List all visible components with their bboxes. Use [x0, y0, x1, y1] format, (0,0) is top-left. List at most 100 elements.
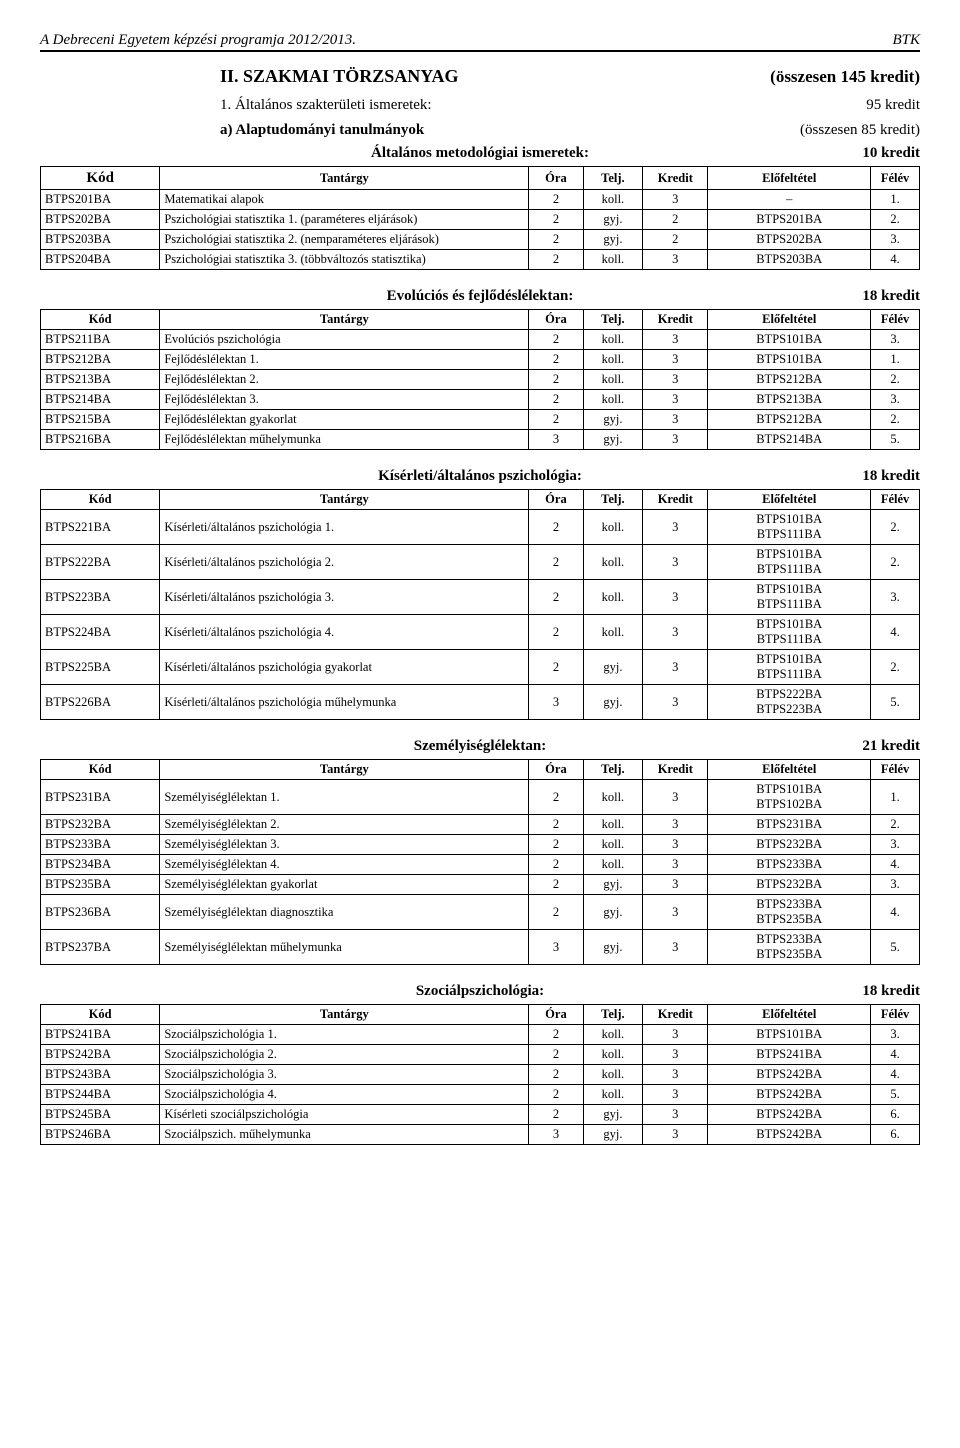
- table-cell: BTPS215BA: [41, 410, 160, 430]
- subsection-2-credit: (összesen 85 kredit): [800, 122, 920, 139]
- table-cell: –: [708, 190, 871, 210]
- table-cell: gyj.: [583, 410, 643, 430]
- table-section-title: Kísérleti/általános pszichológia:18 kred…: [40, 468, 920, 485]
- table-cell: 2: [643, 210, 708, 230]
- subsection-2-text: a) Alaptudományi tanulmányok: [220, 122, 424, 139]
- subsection-1: 1. Általános szakterületi ismeretek: 95 …: [40, 97, 920, 114]
- table-cell: BTPS202BA: [41, 210, 160, 230]
- table-cell: 3: [643, 410, 708, 430]
- course-table: KódTantárgyÓraTelj.KreditElőfeltételFélé…: [40, 759, 920, 965]
- table-cell: BTPS101BA: [708, 1025, 871, 1045]
- table-cell: 2: [529, 895, 583, 930]
- table-section-title-text: Kísérleti/általános pszichológia:: [140, 468, 820, 485]
- table-row: BTPS241BASzociálpszichológia 1.2koll.3BT…: [41, 1025, 920, 1045]
- table-cell: 3: [643, 650, 708, 685]
- column-header: Előfeltétel: [708, 490, 871, 510]
- table-cell: 3: [529, 685, 583, 720]
- table-row: BTPS221BAKísérleti/általános pszichológi…: [41, 510, 920, 545]
- column-header: Telj.: [583, 167, 643, 190]
- table-cell: 3: [529, 430, 583, 450]
- table-cell: BTPS242BA: [708, 1085, 871, 1105]
- table-cell: Fejlődéslélektan műhelymunka: [160, 430, 529, 450]
- column-header: Félév: [871, 310, 920, 330]
- table-row: BTPS237BASzemélyiséglélektan műhelymunka…: [41, 930, 920, 965]
- table-cell: 2: [529, 190, 583, 210]
- table-section-credit: 21 kredit: [820, 738, 920, 755]
- column-header: Félév: [871, 490, 920, 510]
- table-cell: BTPS242BA: [41, 1045, 160, 1065]
- course-table: KódTantárgyÓraTelj.KreditElőfeltételFélé…: [40, 309, 920, 450]
- table-cell: koll.: [583, 1045, 643, 1065]
- table-cell: 4.: [871, 895, 920, 930]
- table-cell: Szociálpszichológia 4.: [160, 1085, 529, 1105]
- table-cell: BTPS223BA: [41, 580, 160, 615]
- column-header: Telj.: [583, 490, 643, 510]
- table-cell: 3: [643, 685, 708, 720]
- table-cell: BTPS226BA: [41, 685, 160, 720]
- table-cell: 2.: [871, 510, 920, 545]
- table-cell: 3: [643, 1125, 708, 1145]
- subsection-1-text: 1. Általános szakterületi ismeretek:: [220, 97, 432, 114]
- table-cell: 2: [529, 1045, 583, 1065]
- table-cell: 2: [529, 350, 583, 370]
- table-cell: Fejlődéslélektan gyakorlat: [160, 410, 529, 430]
- table-cell: Személyiséglélektan 4.: [160, 855, 529, 875]
- table-row: BTPS201BAMatematikai alapok2koll.3–1.: [41, 190, 920, 210]
- table-cell: BTPS231BA: [708, 815, 871, 835]
- table-cell: 3: [643, 930, 708, 965]
- table-cell: BTPS212BA: [41, 350, 160, 370]
- table-cell: Kísérleti/általános pszichológia műhelym…: [160, 685, 529, 720]
- table-cell: Fejlődéslélektan 3.: [160, 390, 529, 410]
- table-cell: BTPS101BA: [708, 350, 871, 370]
- table-cell: Személyiséglélektan 2.: [160, 815, 529, 835]
- column-header-kod: Kód: [41, 310, 160, 330]
- table-cell: 3: [643, 1045, 708, 1065]
- table-cell: koll.: [583, 350, 643, 370]
- table-cell: 3: [643, 580, 708, 615]
- table-cell: Személyiséglélektan 1.: [160, 780, 529, 815]
- table-cell: koll.: [583, 1085, 643, 1105]
- table-cell: 3.: [871, 580, 920, 615]
- table-cell: Szociálpszichológia 2.: [160, 1045, 529, 1065]
- table-cell: BTPS246BA: [41, 1125, 160, 1145]
- table-cell: BTPS243BA: [41, 1065, 160, 1085]
- table-row: BTPS242BASzociálpszichológia 2.2koll.3BT…: [41, 1045, 920, 1065]
- table-cell: gyj.: [583, 1105, 643, 1125]
- table-cell: BTPS213BA: [708, 390, 871, 410]
- table-cell: BTPS214BA: [41, 390, 160, 410]
- table-cell: 3: [643, 835, 708, 855]
- table-cell: koll.: [583, 780, 643, 815]
- table-cell: 2.: [871, 815, 920, 835]
- course-table: KódTantárgyÓraTelj.KreditElőfeltételFélé…: [40, 166, 920, 270]
- table-cell: 2: [529, 370, 583, 390]
- table-cell: BTPS214BA: [708, 430, 871, 450]
- table-cell: 6.: [871, 1125, 920, 1145]
- column-header: Kredit: [643, 1005, 708, 1025]
- table-cell: BTPS241BA: [41, 1025, 160, 1045]
- main-section-title-credit: (összesen 145 kredit): [770, 67, 920, 87]
- table-cell: koll.: [583, 390, 643, 410]
- table-cell: BTPS101BA BTPS111BA: [708, 545, 871, 580]
- table-row: BTPS231BASzemélyiséglélektan 1.2koll.3BT…: [41, 780, 920, 815]
- header-right: BTK: [892, 32, 920, 49]
- table-cell: BTPS101BA BTPS111BA: [708, 615, 871, 650]
- table-cell: 3: [643, 1085, 708, 1105]
- table-cell: Pszichológiai statisztika 2. (nemparamét…: [160, 230, 529, 250]
- table-cell: 3: [643, 250, 708, 270]
- table-cell: 3: [643, 330, 708, 350]
- table-row: BTPS222BAKísérleti/általános pszichológi…: [41, 545, 920, 580]
- table-cell: koll.: [583, 330, 643, 350]
- table-cell: BTPS213BA: [41, 370, 160, 390]
- table-cell: koll.: [583, 815, 643, 835]
- table-cell: koll.: [583, 855, 643, 875]
- column-header: Telj.: [583, 760, 643, 780]
- table-cell: 2: [529, 1065, 583, 1085]
- table-row: BTPS232BASzemélyiséglélektan 2.2koll.3BT…: [41, 815, 920, 835]
- table-cell: 2: [529, 615, 583, 650]
- column-header: Óra: [529, 760, 583, 780]
- table-cell: 2: [529, 545, 583, 580]
- table-cell: Személyiséglélektan műhelymunka: [160, 930, 529, 965]
- column-header: Előfeltétel: [708, 167, 871, 190]
- column-header: Tantárgy: [160, 310, 529, 330]
- table-cell: koll.: [583, 1065, 643, 1085]
